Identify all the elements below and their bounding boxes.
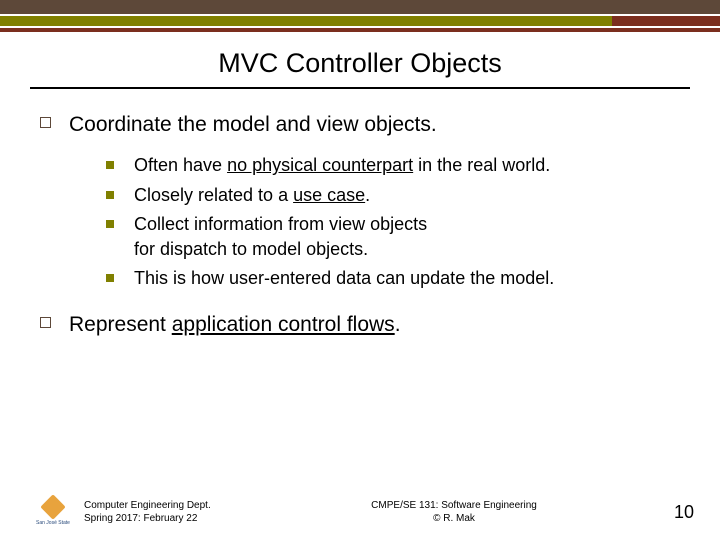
sub-bullet-text: This is how user-entered data can update… [134, 266, 554, 291]
square-fill-bullet-icon [106, 220, 114, 228]
sub-bullet-list: Often have no physical counterpart in th… [106, 153, 690, 291]
square-fill-bullet-icon [106, 161, 114, 169]
bullet-text: Represent application control flows. [69, 311, 401, 339]
page-number: 10 [654, 502, 694, 523]
footer-left-text: Computer Engineering Dept. Spring 2017: … [84, 499, 254, 525]
slide-title: MVC Controller Objects [0, 48, 720, 79]
square-outline-bullet-icon [40, 317, 51, 328]
square-fill-bullet-icon [106, 274, 114, 282]
decorative-top-bar [0, 0, 720, 32]
sub-bullet-text: Closely related to a use case. [134, 183, 370, 208]
slide-footer: San José State Computer Engineering Dept… [0, 498, 720, 526]
bullet-text: Coordinate the model and view objects. [69, 111, 437, 139]
bullet-level2: Collect information from view objects fo… [106, 212, 690, 262]
sub-bullet-text: Collect information from view objects fo… [134, 212, 427, 262]
bullet-level2: This is how user-entered data can update… [106, 266, 690, 291]
square-outline-bullet-icon [40, 117, 51, 128]
title-underline [30, 87, 690, 89]
footer-center-text: CMPE/SE 131: Software Engineering © R. M… [254, 499, 654, 525]
sub-bullet-text: Often have no physical counterpart in th… [134, 153, 550, 178]
square-fill-bullet-icon [106, 191, 114, 199]
bullet-level1: Represent application control flows. [40, 311, 690, 339]
slide-content: Coordinate the model and view objects. O… [0, 111, 720, 340]
bullet-level2: Closely related to a use case. [106, 183, 690, 208]
bullet-level2: Often have no physical counterpart in th… [106, 153, 690, 178]
bullet-level1: Coordinate the model and view objects. [40, 111, 690, 139]
university-logo: San José State [36, 498, 70, 526]
